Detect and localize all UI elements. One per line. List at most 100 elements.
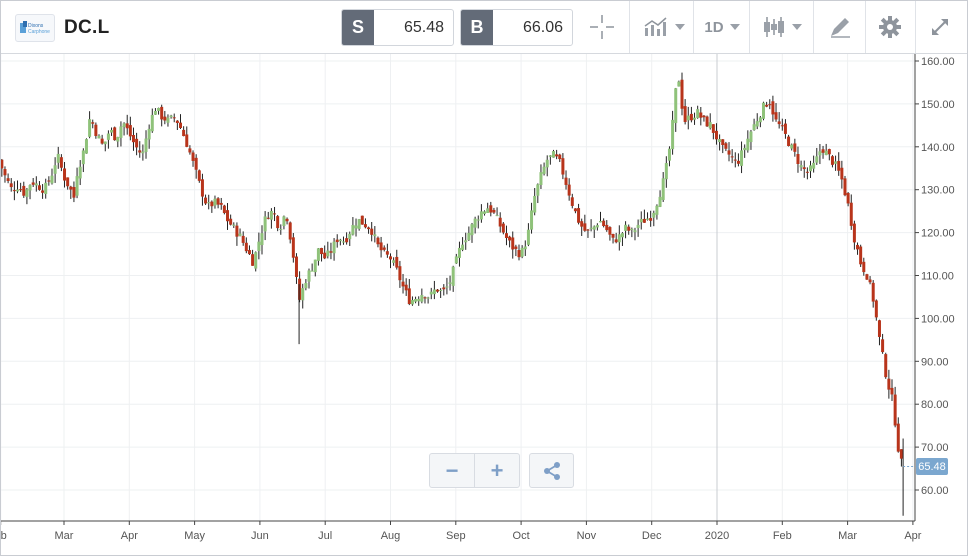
candle-body	[548, 155, 552, 157]
candle-body	[796, 154, 800, 164]
share-button[interactable]	[529, 453, 574, 488]
candle-body	[37, 185, 41, 190]
expand-icon	[932, 19, 948, 35]
sell-price-button[interactable]: S 65.48	[341, 9, 454, 46]
candle-body	[555, 154, 559, 157]
candle-body	[351, 224, 355, 235]
y-tick-label: 90.00	[921, 356, 949, 368]
buy-price-button[interactable]: B 66.06	[460, 9, 573, 46]
candle-body	[345, 238, 349, 243]
candle-body	[122, 123, 126, 127]
area-chart-icon	[644, 17, 667, 36]
candle-body	[72, 187, 76, 198]
candle-body	[614, 239, 618, 243]
candle-body	[357, 219, 361, 229]
candle-body	[373, 234, 377, 237]
timeframe-dropdown[interactable]: 1D	[701, 9, 743, 45]
candle-body	[536, 184, 540, 196]
candle-body	[577, 208, 581, 223]
candle-body	[714, 130, 718, 140]
candle-style-dropdown[interactable]	[757, 9, 807, 45]
candle-body	[602, 220, 606, 227]
pen-icon	[831, 18, 850, 38]
candle-body	[592, 226, 596, 230]
zoom-controls: − +	[429, 453, 520, 488]
candle-body	[580, 221, 584, 227]
candle-body	[740, 150, 744, 166]
candle-body	[824, 150, 828, 156]
candle-body	[871, 282, 875, 302]
candle-body	[624, 224, 628, 231]
candle-body	[589, 227, 593, 229]
candle-body	[260, 233, 264, 246]
zoom-in-button[interactable]: +	[475, 454, 519, 487]
candle-body	[194, 157, 198, 170]
candle-body	[805, 171, 809, 173]
candle-body	[551, 151, 555, 158]
candle-body	[294, 256, 298, 277]
candle-body	[545, 159, 549, 168]
candle-body	[28, 185, 32, 191]
y-tick-label: 160.00	[921, 56, 955, 68]
candle-body	[530, 210, 534, 230]
draw-tools-button[interactable]	[821, 9, 859, 45]
price-chart[interactable]: 160.00 150.00 140.00 130.00 120.00 110.00 100.…	[1, 54, 967, 555]
candle-body	[840, 167, 844, 180]
candle-body	[304, 282, 308, 289]
candle-body	[639, 218, 643, 223]
candle-body	[620, 233, 624, 238]
x-tick-label: Nov	[577, 530, 597, 542]
candle-body	[846, 193, 850, 204]
candle-body	[247, 250, 251, 255]
candle-body	[213, 198, 217, 206]
candle-body	[432, 289, 436, 295]
candle-body	[511, 237, 515, 250]
candle-body	[131, 134, 135, 143]
fullscreen-button[interactable]	[923, 9, 957, 45]
candle-body	[467, 232, 471, 241]
x-tick-label: Apr	[121, 530, 138, 542]
candle-body	[859, 246, 863, 265]
chevron-down-icon	[675, 24, 685, 30]
candle-body	[830, 156, 834, 165]
crosshair-button[interactable]	[582, 9, 622, 45]
candle-body	[407, 288, 411, 305]
candle-body	[655, 205, 659, 215]
candle-body	[834, 161, 838, 164]
candle-body	[348, 233, 352, 240]
candle-body	[138, 150, 142, 153]
candle-body	[210, 201, 214, 207]
candle-body	[617, 234, 621, 243]
candle-body	[504, 233, 508, 238]
candle-body	[768, 104, 772, 106]
candle-body	[877, 320, 881, 337]
candle-body	[66, 177, 70, 187]
candle-body	[44, 182, 48, 194]
candle-body	[526, 229, 530, 245]
candle-body	[533, 195, 537, 213]
candle-body	[699, 112, 703, 118]
candle-body	[423, 297, 427, 299]
candle-body	[802, 167, 806, 170]
settings-button[interactable]	[873, 9, 907, 45]
candle-body	[495, 215, 499, 217]
candle-body	[282, 216, 286, 227]
candle-body	[736, 160, 740, 164]
candle-body	[84, 139, 88, 154]
zoom-out-button[interactable]: −	[430, 454, 474, 487]
chart-type-dropdown[interactable]	[639, 9, 689, 45]
candle-body	[674, 88, 678, 124]
x-tick-label: Oct	[513, 530, 530, 542]
candle-body	[787, 136, 791, 146]
candle-body	[41, 190, 45, 193]
candle-body	[313, 259, 317, 273]
candle-body	[445, 286, 449, 288]
candle-body	[608, 227, 612, 235]
candle-body	[448, 282, 452, 284]
candle-body	[636, 224, 640, 229]
candle-body	[401, 281, 405, 287]
candle-body	[743, 147, 747, 151]
candle-body	[163, 116, 167, 121]
candle-body	[667, 148, 671, 161]
candle-body	[758, 117, 762, 123]
